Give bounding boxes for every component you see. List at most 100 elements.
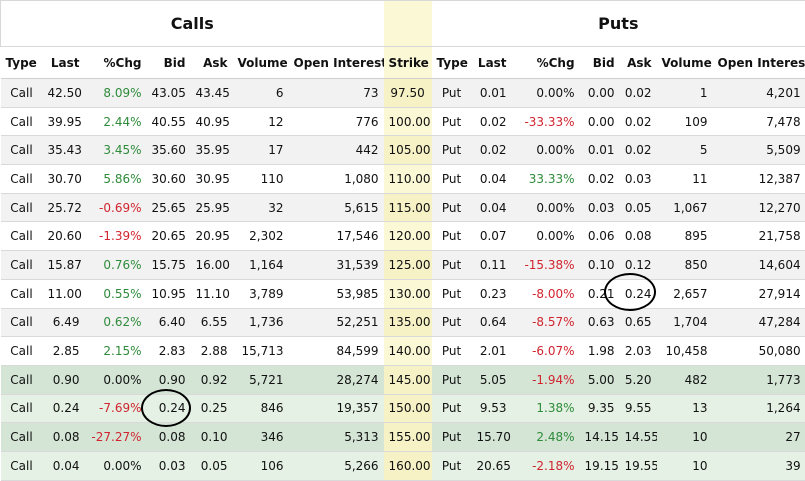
call-last-cell: 0.04	[43, 451, 85, 480]
call-open-interest-cell: 52,251	[289, 308, 384, 337]
call-volume-cell: 32	[233, 193, 289, 222]
col-header-put-type[interactable]: Type	[432, 47, 472, 79]
put-volume-cell: 850	[657, 251, 713, 280]
col-header-put-bid[interactable]: Bid	[580, 47, 620, 79]
call-type-cell: Call	[1, 337, 43, 366]
put-ask-cell: 2.03	[620, 337, 657, 366]
call-open-interest-cell: 5,615	[289, 193, 384, 222]
put-volume-cell: 10	[657, 451, 713, 480]
call-last-cell: 20.60	[43, 222, 85, 251]
put-open-interest-cell: 50,080	[713, 337, 805, 366]
put-bid-cell: 0.03	[580, 193, 620, 222]
call-volume-cell: 346	[233, 423, 289, 452]
put-last-cell: 9.53	[472, 394, 512, 423]
strike-cell: 160.00	[384, 451, 432, 480]
col-header-ask[interactable]: Ask	[191, 47, 233, 79]
put-last-cell: 5.05	[472, 365, 512, 394]
call-bid-cell: 35.60	[147, 136, 191, 165]
call-ask-cell: 0.92	[191, 365, 233, 394]
col-header-strike[interactable]: Strike	[384, 47, 432, 79]
call-type-cell: Call	[1, 222, 43, 251]
strike-cell: 145.00	[384, 365, 432, 394]
call-volume-cell: 110	[233, 165, 289, 194]
call-open-interest-cell: 84,599	[289, 337, 384, 366]
call-last-cell: 0.08	[43, 423, 85, 452]
call-volume-cell: 846	[233, 394, 289, 423]
call-bid-cell: 30.60	[147, 165, 191, 194]
col-header-put-ask[interactable]: Ask	[620, 47, 657, 79]
col-header-chg[interactable]: %Chg	[85, 47, 147, 79]
put-type-cell: Put	[432, 423, 472, 452]
put-type-cell: Put	[432, 365, 472, 394]
call-type-cell: Call	[1, 279, 43, 308]
call-open-interest-cell: 1,080	[289, 165, 384, 194]
put-bid-cell: 19.15	[580, 451, 620, 480]
put-chg-cell: 0.00%	[512, 222, 580, 251]
put-open-interest-cell: 12,270	[713, 193, 805, 222]
put-type-cell: Put	[432, 337, 472, 366]
put-chg-cell: -8.57%	[512, 308, 580, 337]
col-header-bid[interactable]: Bid	[147, 47, 191, 79]
put-volume-cell: 11	[657, 165, 713, 194]
col-header-volume[interactable]: Volume	[233, 47, 289, 79]
call-chg-cell: -0.69%	[85, 193, 147, 222]
put-open-interest-cell: 27	[713, 423, 805, 452]
col-header-put-chg[interactable]: %Chg	[512, 47, 580, 79]
put-chg-cell: 1.38%	[512, 394, 580, 423]
call-volume-cell: 106	[233, 451, 289, 480]
call-volume-cell: 15,713	[233, 337, 289, 366]
call-ask-cell: 0.05	[191, 451, 233, 480]
put-type-cell: Put	[432, 394, 472, 423]
strike-cell: 155.00	[384, 423, 432, 452]
put-bid-cell: 9.35	[580, 394, 620, 423]
put-open-interest-cell: 14,604	[713, 251, 805, 280]
put-ask-cell: 19.55	[620, 451, 657, 480]
col-header-put-open-interest[interactable]: Open Interest	[713, 47, 805, 79]
col-header-last[interactable]: Last	[43, 47, 85, 79]
call-bid-cell: 0.03	[147, 451, 191, 480]
call-open-interest-cell: 5,266	[289, 451, 384, 480]
put-chg-cell: 0.00%	[512, 193, 580, 222]
call-ask-cell: 11.10	[191, 279, 233, 308]
put-ask-cell: 5.20	[620, 365, 657, 394]
put-type-cell: Put	[432, 251, 472, 280]
put-bid-cell: 5.00	[580, 365, 620, 394]
call-chg-cell: 0.00%	[85, 451, 147, 480]
put-chg-cell: -15.38%	[512, 251, 580, 280]
call-ask-cell: 20.95	[191, 222, 233, 251]
col-header-put-last[interactable]: Last	[472, 47, 512, 79]
call-volume-cell: 1,736	[233, 308, 289, 337]
col-header-open-interest[interactable]: Open Interest	[289, 47, 384, 79]
call-open-interest-cell: 73	[289, 79, 384, 108]
strike-cell: 100.00	[384, 107, 432, 136]
col-header-type[interactable]: Type	[1, 47, 43, 79]
col-header-put-volume[interactable]: Volume	[657, 47, 713, 79]
call-open-interest-cell: 53,985	[289, 279, 384, 308]
call-bid-cell: 25.65	[147, 193, 191, 222]
put-volume-cell: 13	[657, 394, 713, 423]
call-bid-cell: 20.65	[147, 222, 191, 251]
call-chg-cell: 2.15%	[85, 337, 147, 366]
call-ask-cell: 0.10	[191, 423, 233, 452]
section-title-spacer	[384, 1, 432, 47]
put-chg-cell: -8.00%	[512, 279, 580, 308]
put-ask-cell: 0.02	[620, 107, 657, 136]
call-ask-cell: 16.00	[191, 251, 233, 280]
put-volume-cell: 10,458	[657, 337, 713, 366]
call-type-cell: Call	[1, 136, 43, 165]
